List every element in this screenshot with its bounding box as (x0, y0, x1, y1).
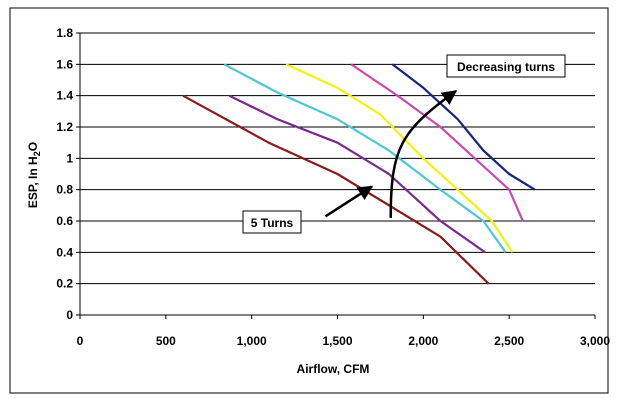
y-tick-label: 0.6 (56, 214, 73, 228)
x-tick-label: 2,500 (494, 334, 524, 348)
annotation-decreasing-turns-arrow (389, 89, 458, 218)
annotation-decreasing-turns-label: Decreasing turns (457, 60, 555, 74)
annotation-decreasing-turns: Decreasing turns (446, 54, 566, 78)
y-axis-title-tail: O (26, 142, 40, 151)
x-tick-label: 0 (77, 334, 84, 348)
annotation-5-turns-box (242, 210, 302, 234)
annotation-5-turns: 5 Turns (242, 210, 302, 234)
series-line-5 (350, 63, 524, 222)
series-line-2 (228, 94, 486, 254)
annotation-layer (324, 89, 458, 218)
annotation-decreasing-turns-box (446, 54, 566, 78)
series-line-3 (223, 63, 507, 253)
x-tick-label: 2,000 (408, 334, 438, 348)
x-tick-label: 500 (156, 334, 176, 348)
y-tick-label: 1 (66, 151, 73, 165)
y-axis-title-subscript: 2 (32, 151, 42, 156)
y-axis-title-main: ESP, In H (26, 156, 40, 208)
y-tick-label: 0.8 (56, 183, 73, 197)
y-axis-title: ESP, In H2O (26, 142, 42, 208)
y-tick-label: 0.4 (56, 245, 73, 259)
grid-layer (80, 32, 595, 285)
series-layer (182, 63, 536, 285)
y-tick-label: 1.2 (56, 120, 73, 134)
x-tick-label: 3,000 (580, 334, 610, 348)
x-tick-label: 1,000 (237, 334, 267, 348)
annotation-5-turns-arrow (324, 185, 374, 218)
axes-layer: 0 0.2 0.4 0.6 0.8 1 1.2 1.4 1.6 1.8 0 500 1,000 1,500… (56, 26, 610, 348)
y-tick-label: 1.4 (56, 89, 73, 103)
series-line-6 (391, 63, 536, 191)
y-tick-label: 0.2 (56, 277, 73, 291)
y-tick-label: 0 (66, 308, 73, 322)
annotation-5-turns-label: 5 Turns (251, 216, 294, 230)
x-tick-label: 1,500 (322, 334, 352, 348)
series-line-4 (285, 63, 514, 253)
x-axis-title: Airflow, CFM (297, 362, 370, 376)
y-tick-label: 1.8 (56, 26, 73, 40)
y-tick-label: 1.6 (56, 57, 73, 71)
